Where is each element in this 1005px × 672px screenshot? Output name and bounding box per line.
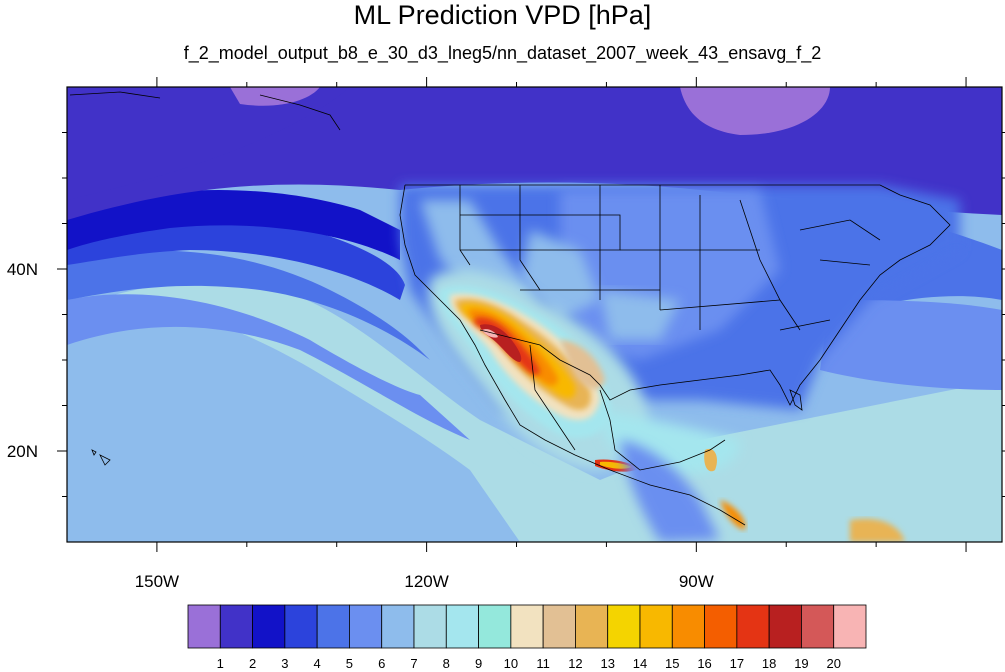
colorbar-swatch xyxy=(510,604,544,649)
colorbar-swatch xyxy=(219,604,253,649)
colorbar-label: 20 xyxy=(826,656,840,671)
colorbar-label: 3 xyxy=(281,656,288,671)
colorbar-swatch xyxy=(542,604,576,649)
colorbar-swatch xyxy=(736,604,770,649)
colorbar-swatch xyxy=(704,604,738,649)
lon-label: 120W xyxy=(404,572,448,591)
colorbar-label: 4 xyxy=(314,656,321,671)
map-subtitle: f_2_model_output_b8_e_30_d3_lneg5/nn_dat… xyxy=(183,43,822,63)
map-title: ML Prediction VPD [hPa] xyxy=(353,0,652,30)
colorbar-label: 12 xyxy=(568,656,582,671)
lat-label: 40N xyxy=(7,260,38,279)
colorbar-label: 9 xyxy=(475,656,482,671)
colorbar-swatch xyxy=(575,604,609,649)
colorbar-swatch xyxy=(478,604,512,649)
colorbar-swatch xyxy=(381,604,415,649)
colorbar-swatch xyxy=(801,604,835,649)
lon-label: 150W xyxy=(135,572,179,591)
colorbar-label: 10 xyxy=(504,656,518,671)
colorbar-label: 18 xyxy=(762,656,776,671)
colorbar-swatch xyxy=(768,604,802,649)
colorbar-swatch xyxy=(284,604,318,649)
colorbar-swatch xyxy=(639,604,673,649)
colorbar-swatch xyxy=(833,604,867,649)
colorbar-label: 11 xyxy=(536,656,550,671)
colorbar-swatch xyxy=(252,604,286,649)
colorbar-label: 14 xyxy=(633,656,647,671)
colorbar-label: 8 xyxy=(443,656,450,671)
colorbar-swatch xyxy=(445,604,479,649)
lat-label: 20N xyxy=(7,442,38,461)
colorbar-swatch xyxy=(187,604,221,649)
colorbar-swatch xyxy=(316,604,350,649)
colorbar-label: 15 xyxy=(665,656,679,671)
colorbar-label: 6 xyxy=(378,656,385,671)
axis-ticks xyxy=(57,77,1005,552)
colorbar: 1 2 3 4 5 6 7 8 9 10 11 12 13 14 15 16 17 18 19 20 xyxy=(187,604,867,671)
colorbar-swatch xyxy=(607,604,641,649)
colorbar-label: 7 xyxy=(410,656,417,671)
colorbar-swatch xyxy=(671,604,705,649)
colorbar-swatch xyxy=(349,604,383,649)
vpd-field xyxy=(67,87,1002,542)
colorbar-label: 19 xyxy=(794,656,808,671)
colorbar-label: 13 xyxy=(600,656,614,671)
colorbar-label: 1 xyxy=(217,656,224,671)
colorbar-label: 2 xyxy=(249,656,256,671)
colorbar-label: 16 xyxy=(697,656,711,671)
colorbar-label: 17 xyxy=(730,656,744,671)
axis-labels: 150W 120W 90W 40N 20N xyxy=(7,260,714,591)
colorbar-swatch xyxy=(413,604,447,649)
lon-label: 90W xyxy=(679,572,714,591)
colorbar-label: 5 xyxy=(346,656,353,671)
